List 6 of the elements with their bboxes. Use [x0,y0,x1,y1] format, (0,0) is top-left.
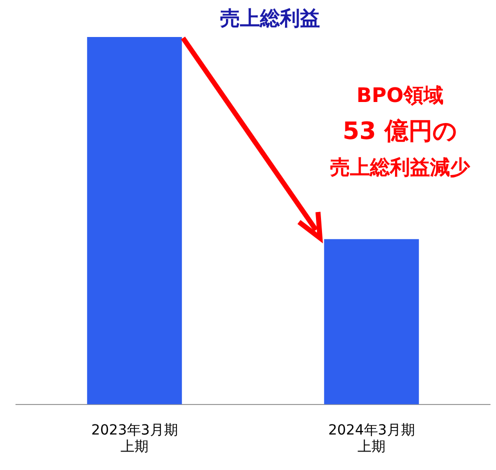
annotation: BPO領域 [356,83,444,108]
annotation: 売上総利益減少 [330,155,471,180]
chart-title: 売上総利益 [220,6,320,30]
annotation: 53 億円の [342,117,458,146]
x-tick-label: 2023年3月期上期 [91,422,178,456]
x-tick-label: 2024年3月期上期 [328,422,415,456]
